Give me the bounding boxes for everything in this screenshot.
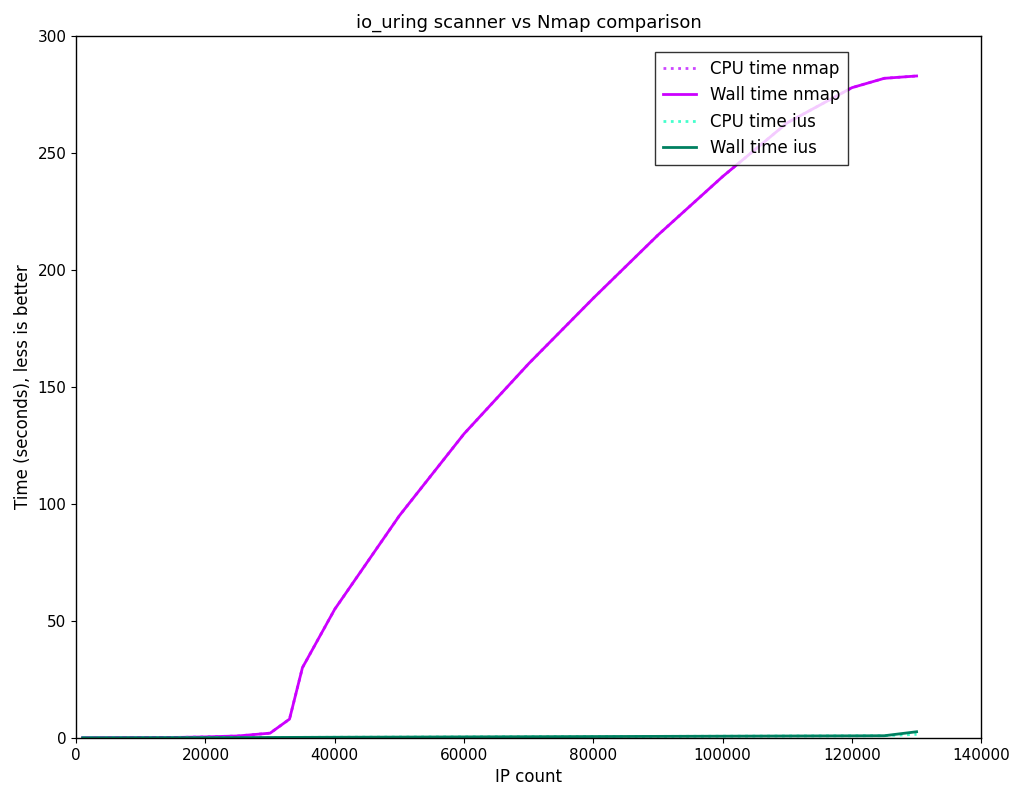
CPU time nmap: [284, 714, 296, 724]
Wall time ius: [77, 733, 89, 742]
CPU time nmap: [846, 83, 858, 93]
CPU time nmap: [102, 733, 115, 742]
CPU time ius: [135, 733, 147, 742]
Wall time nmap: [284, 714, 296, 724]
Wall time ius: [135, 733, 147, 742]
Wall time nmap: [587, 294, 599, 303]
CPU time ius: [393, 732, 406, 742]
Wall time nmap: [173, 733, 185, 742]
Wall time nmap: [522, 359, 535, 369]
CPU time nmap: [717, 172, 729, 182]
CPU time nmap: [264, 728, 276, 738]
X-axis label: IP count: IP count: [496, 768, 562, 786]
Wall time nmap: [296, 663, 308, 673]
CPU time ius: [910, 730, 923, 739]
CPU time nmap: [329, 605, 341, 614]
Wall time nmap: [879, 74, 891, 83]
CPU time ius: [173, 733, 185, 742]
CPU time ius: [77, 733, 89, 742]
CPU time ius: [264, 733, 276, 742]
Wall time nmap: [393, 511, 406, 521]
CPU time ius: [879, 731, 891, 741]
Wall time nmap: [717, 172, 729, 182]
Line: CPU time nmap: CPU time nmap: [83, 76, 916, 738]
Legend: CPU time nmap, Wall time nmap, CPU time ius, Wall time ius: CPU time nmap, Wall time nmap, CPU time …: [654, 51, 849, 166]
Wall time nmap: [458, 429, 470, 438]
CPU time ius: [717, 731, 729, 741]
Wall time ius: [652, 731, 665, 741]
Wall time nmap: [135, 733, 147, 742]
Wall time nmap: [231, 731, 244, 741]
Wall time ius: [200, 733, 212, 742]
Wall time ius: [173, 733, 185, 742]
Wall time nmap: [846, 83, 858, 93]
Wall time ius: [910, 727, 923, 737]
Wall time nmap: [77, 733, 89, 742]
CPU time nmap: [781, 118, 794, 127]
Wall time nmap: [652, 230, 665, 240]
Line: Wall time ius: Wall time ius: [83, 732, 916, 738]
Line: Wall time nmap: Wall time nmap: [83, 76, 916, 738]
CPU time nmap: [173, 733, 185, 742]
Wall time nmap: [264, 728, 276, 738]
CPU time ius: [652, 731, 665, 741]
CPU time ius: [458, 732, 470, 742]
Wall time ius: [458, 732, 470, 742]
Wall time ius: [393, 732, 406, 742]
Y-axis label: Time (seconds), less is better: Time (seconds), less is better: [14, 265, 32, 510]
CPU time nmap: [522, 359, 535, 369]
CPU time nmap: [77, 733, 89, 742]
Wall time ius: [717, 731, 729, 741]
Wall time ius: [587, 732, 599, 742]
Wall time nmap: [102, 733, 115, 742]
CPU time ius: [781, 731, 794, 741]
Wall time ius: [522, 732, 535, 742]
Line: CPU time ius: CPU time ius: [83, 734, 916, 738]
Wall time ius: [879, 731, 891, 741]
CPU time ius: [231, 733, 244, 742]
Wall time ius: [846, 731, 858, 741]
Wall time ius: [329, 733, 341, 742]
CPU time nmap: [200, 732, 212, 742]
Wall time ius: [102, 733, 115, 742]
CPU time nmap: [296, 663, 308, 673]
CPU time nmap: [393, 511, 406, 521]
CPU time nmap: [910, 71, 923, 81]
Wall time ius: [284, 733, 296, 742]
Wall time nmap: [910, 71, 923, 81]
Title: io_uring scanner vs Nmap comparison: io_uring scanner vs Nmap comparison: [355, 14, 701, 32]
CPU time ius: [846, 731, 858, 741]
CPU time ius: [329, 733, 341, 742]
Wall time ius: [231, 733, 244, 742]
Wall time nmap: [329, 605, 341, 614]
CPU time ius: [102, 733, 115, 742]
Wall time nmap: [200, 732, 212, 742]
CPU time ius: [296, 733, 308, 742]
CPU time ius: [200, 733, 212, 742]
CPU time nmap: [231, 731, 244, 741]
Wall time ius: [781, 731, 794, 741]
CPU time ius: [522, 732, 535, 742]
CPU time ius: [587, 732, 599, 742]
Wall time ius: [264, 733, 276, 742]
CPU time nmap: [587, 294, 599, 303]
CPU time nmap: [652, 230, 665, 240]
Wall time ius: [296, 733, 308, 742]
CPU time ius: [284, 733, 296, 742]
CPU time nmap: [458, 429, 470, 438]
Wall time nmap: [781, 118, 794, 127]
CPU time nmap: [135, 733, 147, 742]
CPU time nmap: [879, 74, 891, 83]
